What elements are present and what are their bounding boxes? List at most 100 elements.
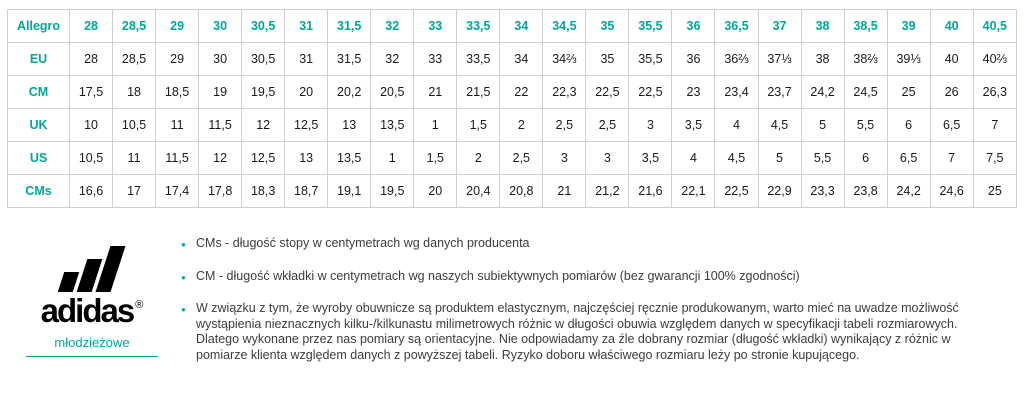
size-cell: 36 bbox=[671, 42, 716, 76]
size-cell: 37⅓ bbox=[757, 42, 802, 76]
size-table: Allegro 28 28,5 29 30 30,5 31 31,5 32 33 33,5 34 34,… bbox=[7, 9, 1018, 208]
size-cell: 12 bbox=[198, 141, 243, 175]
size-cell: 18,3 bbox=[241, 174, 286, 208]
size-cell: 10,5 bbox=[112, 108, 157, 142]
size-cell: 17,4 bbox=[155, 174, 200, 208]
size-cell: 20 bbox=[284, 75, 329, 109]
size-cell: 19 bbox=[198, 75, 243, 109]
size-cell: 33 bbox=[413, 9, 458, 43]
size-cell: 13,5 bbox=[327, 141, 372, 175]
size-cell: 22,9 bbox=[757, 174, 802, 208]
size-cell: 32 bbox=[370, 42, 415, 76]
size-cell: 22,3 bbox=[542, 75, 587, 109]
size-cell: 23,7 bbox=[757, 75, 802, 109]
size-cell: 11 bbox=[112, 141, 157, 175]
size-cell: 11,5 bbox=[155, 141, 200, 175]
size-cell: 29 bbox=[155, 9, 200, 43]
size-cell: 30,5 bbox=[241, 9, 286, 43]
size-cell: 17,8 bbox=[198, 174, 243, 208]
table-row: CMs 16,6 17 17,4 17,8 18,3 18,7 19,1 19,5 20 20,4 2… bbox=[7, 174, 1018, 208]
size-cell: 1,5 bbox=[413, 141, 458, 175]
size-cell: 19,1 bbox=[327, 174, 372, 208]
size-cell: 24,2 bbox=[886, 174, 931, 208]
size-cell: 39 bbox=[886, 9, 931, 43]
size-cell: 40 bbox=[929, 9, 974, 43]
size-cell: 16,6 bbox=[68, 174, 114, 208]
size-cell: 3 bbox=[628, 108, 673, 142]
size-cell: 36 bbox=[671, 9, 716, 43]
size-cell: 23,3 bbox=[800, 174, 845, 208]
size-cell: 20,2 bbox=[327, 75, 372, 109]
size-cell: 20 bbox=[413, 174, 458, 208]
size-cell: 5,5 bbox=[843, 108, 888, 142]
size-cell: 21,5 bbox=[456, 75, 501, 109]
size-cell: 1,5 bbox=[456, 108, 501, 142]
size-cell: 38 bbox=[800, 42, 845, 76]
size-cell: 30,5 bbox=[241, 42, 286, 76]
brand-wordmark: adidas ® bbox=[41, 293, 144, 329]
table-row: UK 10 10,5 11 11,5 12 12,5 13 13,5 1 1,5 2 2,5 2,5 3 3,… bbox=[7, 108, 1018, 142]
size-cell: 26 bbox=[929, 75, 974, 109]
size-cell: 34 bbox=[499, 42, 544, 76]
row-label: EU bbox=[7, 42, 70, 76]
size-cell: 2,5 bbox=[585, 108, 630, 142]
size-cell: 28 bbox=[68, 9, 114, 43]
size-cell: 21 bbox=[413, 75, 458, 109]
size-cell: 3,5 bbox=[671, 108, 716, 142]
size-cell: 11 bbox=[155, 108, 200, 142]
size-cell: 21,6 bbox=[628, 174, 673, 208]
size-cell: 4 bbox=[714, 108, 759, 142]
size-cell: 17,5 bbox=[68, 75, 114, 109]
size-cell: 28,5 bbox=[112, 9, 157, 43]
size-cell: 36⅔ bbox=[714, 42, 759, 76]
size-cell: 35 bbox=[585, 42, 630, 76]
bottom-section: adidas® młodzieżowe CMs - długość stopy … bbox=[7, 208, 1017, 380]
size-cell: 20,8 bbox=[499, 174, 544, 208]
size-cell: 22,5 bbox=[628, 75, 673, 109]
size-cell: 38⅔ bbox=[843, 42, 888, 76]
logo-bar-1 bbox=[57, 272, 79, 292]
size-cell: 13 bbox=[327, 108, 372, 142]
size-cell: 24,2 bbox=[800, 75, 845, 109]
size-cell: 33 bbox=[413, 42, 458, 76]
size-cell: 22,1 bbox=[671, 174, 716, 208]
size-cell: 4,5 bbox=[714, 141, 759, 175]
size-cell: 22,5 bbox=[585, 75, 630, 109]
size-cell: 40 bbox=[929, 42, 974, 76]
size-cell: 31,5 bbox=[327, 9, 372, 43]
size-cell: 37 bbox=[757, 9, 802, 43]
size-cell: 26,3 bbox=[972, 75, 1018, 109]
size-cell: 18,7 bbox=[284, 174, 329, 208]
size-cell: 2 bbox=[499, 108, 544, 142]
size-cell: 34⅔ bbox=[542, 42, 587, 76]
size-cell: 34 bbox=[499, 9, 544, 43]
size-cell: 38,5 bbox=[843, 9, 888, 43]
size-cell: 13,5 bbox=[370, 108, 415, 142]
size-cell: 34,5 bbox=[542, 9, 587, 43]
size-cell: 2 bbox=[456, 141, 501, 175]
size-cell: 28,5 bbox=[112, 42, 157, 76]
size-cell: 25 bbox=[886, 75, 931, 109]
notes-list: CMs - długość stopy w centymetrach wg da… bbox=[177, 236, 1017, 380]
size-cell: 25 bbox=[972, 174, 1018, 208]
size-cell: 22,5 bbox=[714, 174, 759, 208]
size-cell: 20,4 bbox=[456, 174, 501, 208]
size-cell: 7 bbox=[929, 141, 974, 175]
size-cell: 31 bbox=[284, 42, 329, 76]
size-cell: 2,5 bbox=[499, 141, 544, 175]
size-cell: 21,2 bbox=[585, 174, 630, 208]
size-cell: 22 bbox=[499, 75, 544, 109]
size-cell: 7,5 bbox=[972, 141, 1018, 175]
size-cell: 30 bbox=[198, 42, 243, 76]
adidas-logo-icon bbox=[57, 244, 125, 292]
size-cell: 23 bbox=[671, 75, 716, 109]
size-cell: 17 bbox=[112, 174, 157, 208]
size-cell: 19,5 bbox=[370, 174, 415, 208]
size-cell: 33,5 bbox=[456, 42, 501, 76]
size-cell: 6,5 bbox=[886, 141, 931, 175]
note-item: CM - długość wkładki w centymetrach wg n… bbox=[181, 269, 1003, 285]
size-cell: 6 bbox=[843, 141, 888, 175]
logo-bar-3 bbox=[95, 246, 125, 292]
table-row: CM 17,5 18 18,5 19 19,5 20 20,2 20,5 21 21,5 22 22,3… bbox=[7, 75, 1018, 109]
row-label: Allegro bbox=[7, 9, 70, 43]
